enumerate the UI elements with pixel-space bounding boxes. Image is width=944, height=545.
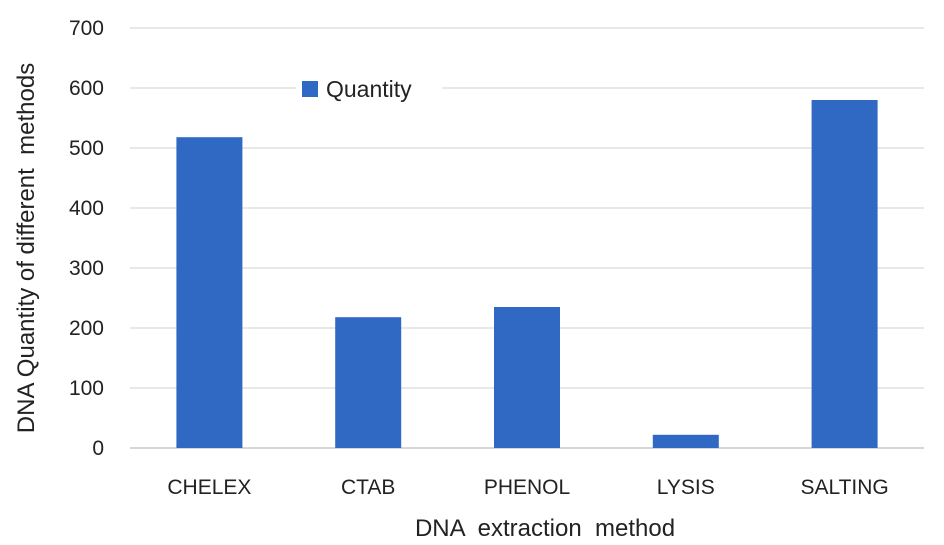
x-tick-label-lysis: LYSIS xyxy=(657,476,715,499)
legend-swatch-quantity xyxy=(302,81,318,97)
bar-ctab xyxy=(335,317,402,448)
bars xyxy=(176,100,878,448)
bar-salting xyxy=(811,100,878,448)
y-tick-label: 600 xyxy=(69,77,104,100)
x-tick-label-chelex: CHELEX xyxy=(167,476,251,499)
y-tick-label: 700 xyxy=(69,17,104,40)
y-tick-label: 100 xyxy=(69,377,104,400)
x-axis-title: DNA extraction method xyxy=(415,515,675,542)
y-tick-label: 300 xyxy=(69,257,104,280)
legend: Quantity xyxy=(296,72,442,108)
legend-label-quantity: Quantity xyxy=(326,76,412,102)
x-tick-labels: CHELEX CTAB PHENOL LYSIS SALTING xyxy=(167,476,888,499)
bar-lysis xyxy=(652,434,719,448)
y-tick-labels: 0 100 200 300 400 500 600 700 xyxy=(69,17,104,460)
x-tick-label-phenol: PHENOL xyxy=(484,476,570,499)
y-tick-label: 400 xyxy=(69,197,104,220)
legend-background xyxy=(296,72,442,108)
bar-phenol xyxy=(494,307,560,448)
bar-chelex xyxy=(176,137,243,448)
y-axis-title: DNA Quantity of different methods xyxy=(13,63,40,433)
y-tick-label: 500 xyxy=(69,137,104,160)
x-tick-label-ctab: CTAB xyxy=(341,476,395,499)
x-tick-label-salting: SALTING xyxy=(800,476,888,499)
y-tick-label: 0 xyxy=(92,437,104,460)
y-tick-label: 200 xyxy=(69,317,104,340)
